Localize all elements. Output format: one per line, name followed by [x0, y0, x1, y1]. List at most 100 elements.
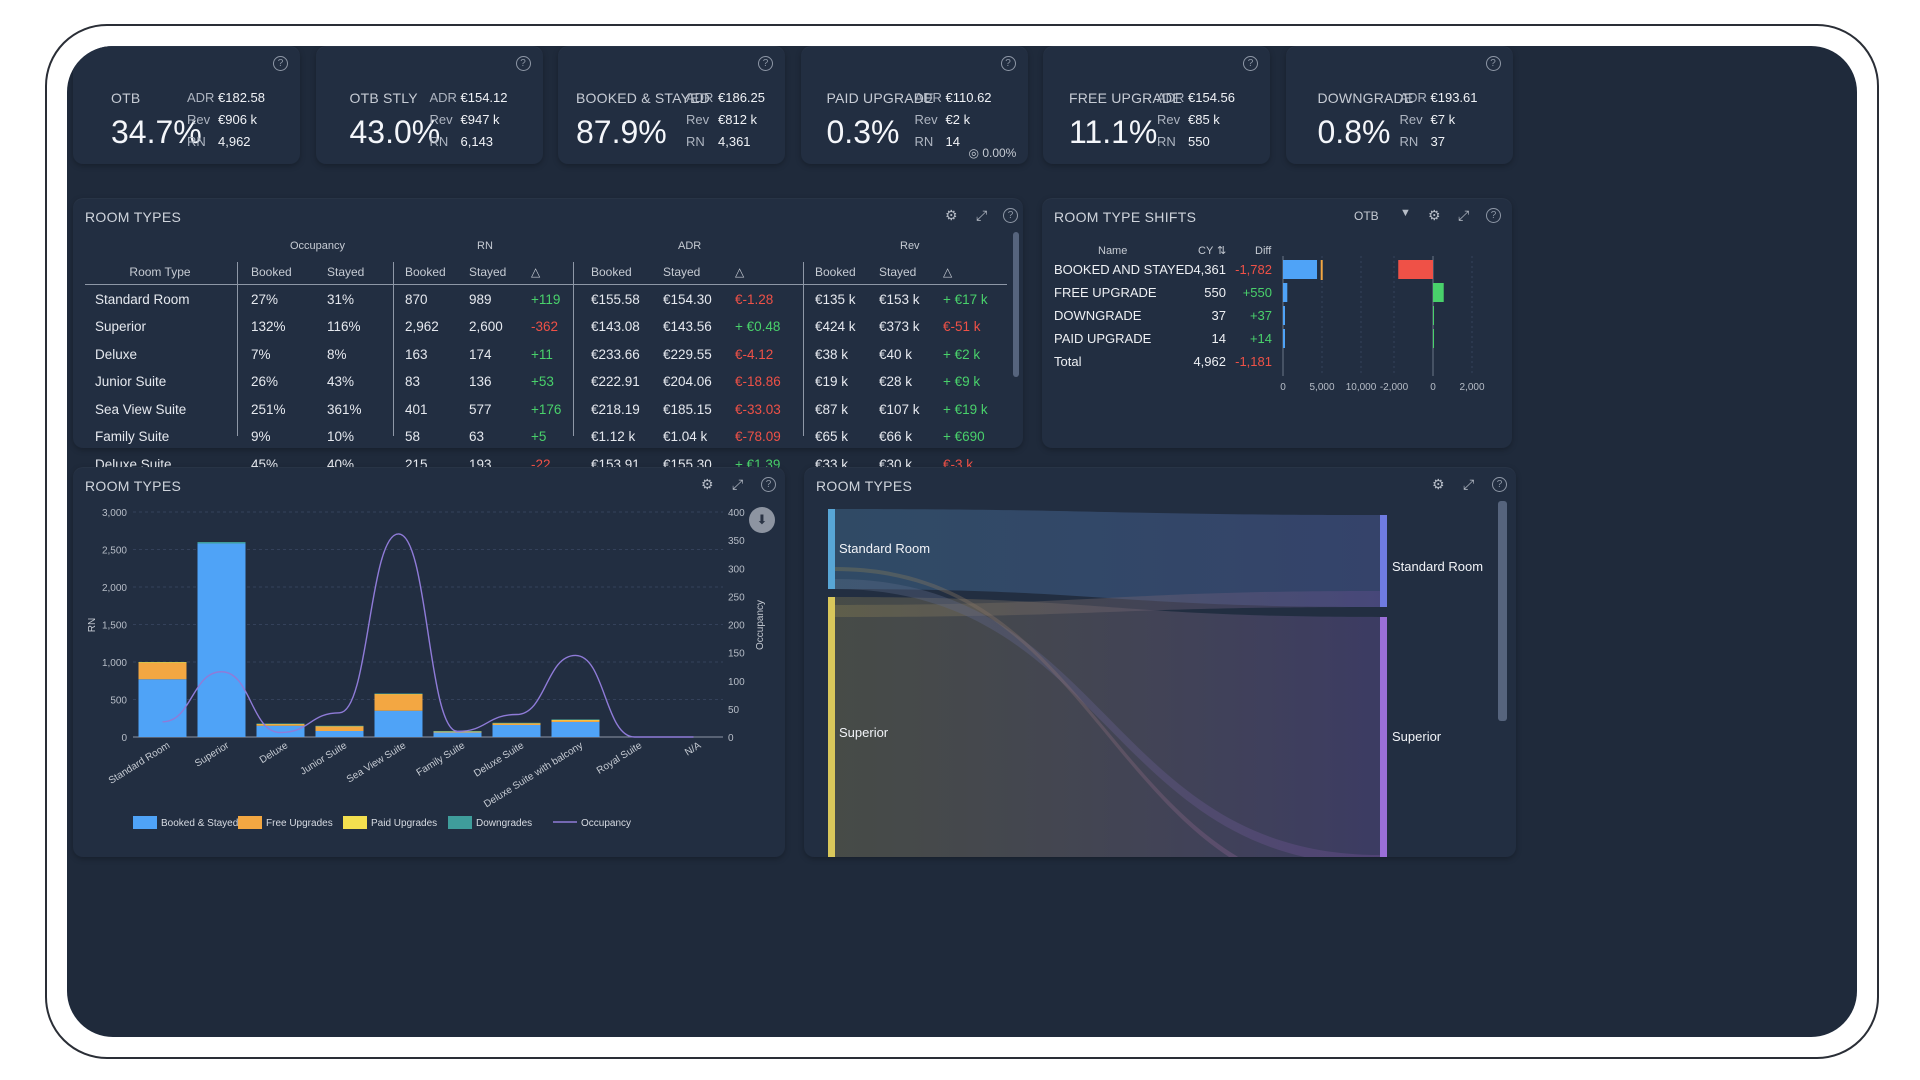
sort-icon[interactable]: ⇅ — [1217, 245, 1227, 257]
help-icon[interactable]: ? — [1243, 56, 1258, 71]
gear-icon[interactable]: ⚙ — [1432, 476, 1445, 492]
rn-label: RN — [429, 134, 449, 149]
cell-adr-d: + €0.48 — [735, 319, 781, 335]
cell-rev-b: €87 k — [815, 401, 849, 417]
y2-tick: 50 — [728, 705, 740, 716]
y-axis-label: RN — [87, 618, 98, 632]
diff-bar — [1433, 329, 1434, 348]
x-tick: Deluxe Suite with balcony — [482, 740, 585, 810]
rn-label: RN — [914, 134, 934, 149]
help-icon[interactable]: ? — [1486, 208, 1501, 223]
kpi-card: ? OTB STLY 43.0% ADR €154.12 Rev €947 k RN 6,143 — [315, 46, 543, 164]
gear-icon[interactable]: ⚙ — [701, 476, 714, 492]
rev-value: €85 k — [1188, 112, 1220, 127]
y-tick: 0 — [121, 733, 127, 744]
sankey-source-label: Standard Room — [839, 541, 930, 556]
bar-paid-upgrades — [374, 693, 423, 695]
help-icon[interactable]: ? — [1000, 56, 1016, 71]
col-rn-stayed[interactable]: Stayed — [469, 264, 507, 279]
col-occ-stayed[interactable]: Stayed — [327, 264, 365, 279]
y2-axis-label: Occupancy — [755, 600, 766, 650]
cell-occ-s: 8% — [327, 346, 347, 362]
y2-tick: 400 — [728, 508, 745, 519]
cell-rev-d: + €19 k — [943, 401, 988, 417]
rev-label: Rev — [914, 112, 938, 127]
cell-rev-b: €424 k — [815, 319, 856, 335]
col-adr-delta[interactable]: △ — [735, 264, 745, 279]
chevron-down-icon[interactable]: ▼ — [1400, 207, 1411, 219]
col-rev-booked[interactable]: Booked — [815, 264, 856, 279]
bar-booked-stayed — [138, 679, 187, 737]
diff-bar — [1433, 283, 1444, 302]
rn-value: 4,361 — [718, 134, 751, 149]
x-tick: Junior Suite — [298, 740, 349, 778]
shift-cy: 4,361 — [1193, 262, 1226, 277]
rn-label: RN — [686, 134, 705, 149]
cell-occ-s: 10% — [327, 429, 355, 445]
col-adr-booked[interactable]: Booked — [591, 264, 632, 279]
y2-tick: 150 — [728, 649, 745, 660]
expand-icon[interactable]: ⤢ — [1463, 476, 1475, 492]
shift-diff: +550 — [1242, 285, 1272, 300]
kpi-value: 43.0% — [349, 114, 441, 150]
bar-free-upgrades — [433, 731, 482, 733]
gear-icon[interactable]: ⚙ — [1428, 207, 1441, 223]
expand-icon[interactable]: ⤢ — [1458, 207, 1470, 223]
col-room-type[interactable]: Room Type — [129, 264, 191, 279]
kpi-value: 11.1% — [1069, 114, 1158, 150]
adr-value: €154.56 — [1188, 90, 1235, 105]
bar-free-upgrades — [551, 720, 600, 722]
col-rev-delta[interactable]: △ — [943, 264, 953, 279]
help-icon[interactable]: ? — [1003, 208, 1018, 223]
cell-rn-d: +11 — [531, 346, 553, 362]
cell-name: Junior Suite — [95, 374, 167, 390]
scenario-select[interactable]: OTB — [1354, 209, 1379, 223]
help-icon[interactable]: ? — [1492, 477, 1507, 492]
expand-icon[interactable]: ⤢ — [976, 207, 988, 223]
col-rev-stayed[interactable]: Stayed — [879, 264, 917, 279]
col-rn-booked[interactable]: Booked — [405, 264, 446, 279]
room-types-chart-panel: ROOM TYPES ⚙ ⤢ ? 0 500 1,000 1,500 2,000 2,50… — [73, 467, 785, 857]
help-icon[interactable]: ? — [1485, 56, 1501, 71]
table-row[interactable]: Standard Room 27% 31% 870 989 +119 €155.58 €154… — [83, 286, 1001, 314]
bar-booked-stayed — [433, 732, 482, 737]
cell-occ-b: 9% — [251, 429, 271, 445]
shift-diff: +37 — [1249, 308, 1272, 323]
legend-swatch — [448, 816, 472, 829]
col-cy[interactable]: CY — [1198, 245, 1214, 257]
scrollbar[interactable] — [1013, 232, 1019, 377]
table-row[interactable]: Deluxe 7% 8% 163 174 +11 €233.66 €229.55 €-4.12 €… — [83, 341, 1001, 369]
col-adr-stayed[interactable]: Stayed — [663, 264, 701, 279]
help-icon[interactable]: ? — [273, 56, 288, 71]
kpi-card: ? OTB 34.7% ADR €182.58 Rev €906 k RN 4,962 — [73, 46, 300, 164]
table-row[interactable]: Sea View Suite 251% 361% 401 577 +176 €218.19 €… — [83, 396, 1001, 424]
shift-name: PAID UPGRADE — [1054, 331, 1152, 346]
help-icon[interactable]: ? — [758, 56, 773, 71]
x-tick: Deluxe — [258, 740, 291, 766]
x-tick: Standard Room — [107, 740, 172, 786]
room-types-table: Room Type Booked Stayed Booked Stayed △ … — [83, 258, 1001, 478]
cy-tick: 5,000 — [1309, 382, 1334, 393]
divider — [573, 262, 574, 436]
room-type-shifts-panel: ROOM TYPE SHIFTS OTB ▼ ⚙ ⤢ ? Name CY ⇅ D… — [1042, 198, 1512, 448]
shift-cy: 14 — [1211, 331, 1226, 346]
gear-icon[interactable]: ⚙ — [945, 207, 958, 223]
expand-icon[interactable]: ⤢ — [732, 476, 744, 492]
shift-name: DOWNGRADE — [1054, 308, 1142, 323]
table-row[interactable]: Junior Suite 26% 43% 83 136 +53 €222.91 €204.06… — [83, 368, 1001, 396]
help-icon[interactable]: ? — [515, 56, 531, 71]
col-diff[interactable]: Diff — [1255, 245, 1272, 257]
shift-cy: 550 — [1204, 285, 1226, 300]
download-icon[interactable]: ⬇ — [749, 507, 775, 533]
help-icon[interactable]: ? — [761, 477, 776, 492]
scrollbar[interactable] — [1498, 501, 1507, 721]
col-rn-delta[interactable]: △ — [531, 264, 541, 279]
col-name[interactable]: Name — [1098, 245, 1128, 257]
cell-name: Superior — [95, 319, 147, 335]
rev-value: €947 k — [460, 112, 500, 127]
rn-value: 6,143 — [460, 134, 494, 149]
adr-label: ADR — [686, 90, 714, 105]
col-occ-booked[interactable]: Booked — [251, 264, 292, 279]
table-row[interactable]: Superior 132% 116% 2,962 2,600 -362 €143.08 €14… — [83, 313, 1001, 341]
table-row[interactable]: Family Suite 9% 10% 58 63 +5 €1.12 k €1.04 k €-7… — [83, 423, 1001, 451]
